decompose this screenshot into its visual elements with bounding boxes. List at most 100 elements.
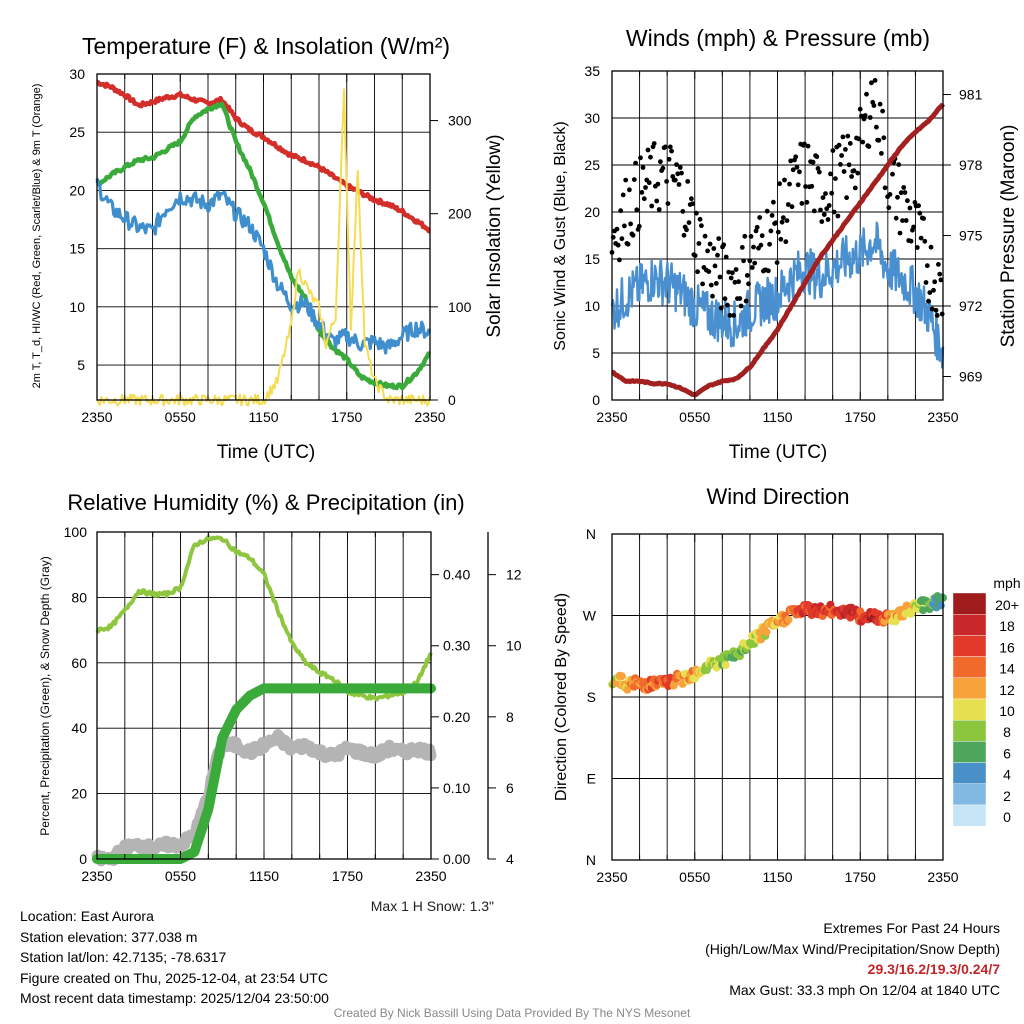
gust-point [649,203,655,209]
wind-direction-panel: Wind Direction 2350 0550 1150 1750 2350NESWN… [553,484,1021,885]
gust-point [716,236,722,242]
direction-label: N [586,852,596,868]
direction-label: S [587,689,596,705]
y2-tick-label: 972 [959,298,983,314]
gust-point [847,141,853,146]
gust-point [871,103,877,108]
colorbar-label: 14 [999,661,1015,677]
gust-point [722,296,728,302]
gust-point [705,248,710,254]
gust-point [879,151,884,156]
gust-point [742,233,748,239]
winds-y2label: Station Pressure (Maroon) [998,125,1019,348]
y-tick-label: 0 [592,392,600,408]
x-tick-label: 2350 [81,868,112,884]
gust-point [809,183,815,189]
series-line-pressure [610,102,946,398]
gust-point [918,235,924,241]
gust-point [753,228,759,234]
gust-point [783,239,789,245]
gust-point [656,207,662,212]
gust-point [815,166,821,171]
gust-point [769,213,775,218]
gust-point [754,224,760,230]
direction-dots [608,592,947,695]
x-tick-label: 0550 [679,869,710,885]
y-tick-label: 20 [69,182,85,198]
gust-point [654,198,660,204]
gust-point [646,180,652,186]
gust-point [784,218,790,224]
y-tick-label: 60 [71,655,87,671]
gust-point [932,279,938,285]
gust-point [836,142,842,148]
gust-point [631,177,637,183]
precip-tick-label: 0.10 [443,780,470,796]
y-tick-label: 25 [584,157,600,173]
direction-label: W [583,608,597,624]
gust-point [710,293,715,299]
colorbar-label: 4 [1003,767,1011,783]
y2-tick-label: 969 [959,369,983,385]
gust-point [927,290,933,295]
gust-point [695,269,700,275]
speed-colorbar: 20+ 18 16 14 12 10 8 6 4 2 0 [952,592,1019,827]
gust-point [794,164,800,170]
gust-point [921,216,926,221]
rh-title: Relative Humidity (%) & Precipitation (i… [67,490,464,515]
colorbar-swatch [952,614,987,636]
x-tick-label: 1750 [845,869,876,885]
gust-point [876,137,882,143]
y2-tick-label: 975 [959,228,983,244]
colorbar-title: mph [993,575,1020,591]
gust-point [633,160,638,166]
gust-point [773,220,779,226]
gust-point [872,78,878,83]
gust-point [680,209,686,214]
gust-point [828,171,833,177]
y-tick-label: 40 [71,720,87,736]
x-tick-label: 2350 [596,869,627,885]
gust-point [700,281,705,287]
gust-point [614,226,620,232]
gust-point [664,179,669,184]
gust-point [936,262,941,267]
gust-point [667,144,673,150]
y2-tick-label: 0 [448,392,456,408]
gust-point [775,229,781,235]
gust-point [620,192,626,198]
gust-point [882,185,888,191]
gust-point [634,207,640,213]
x-tick-label: 1750 [332,868,363,884]
gust-point [625,241,631,247]
gust-point [696,241,702,246]
location-text: Location: East Aurora [20,908,154,924]
gust-point [874,124,879,130]
gust-point [666,156,672,162]
winds-ticks: 2350 0550 1150 1750 235005101520253035969972… [584,63,982,425]
gust-point [777,181,782,187]
temp-ylabel: 2m T, T_d, HI/WC (Red, Green, Scarlet/Bl… [31,84,43,389]
direction-point [919,606,928,615]
y-tick-label: 30 [69,66,85,82]
gust-point [751,244,756,250]
gust-point [759,233,765,239]
gust-point [731,313,736,318]
gust-point [699,223,704,229]
gust-point [826,203,832,208]
y-tick-label: 20 [71,786,87,802]
gust-point [648,154,653,160]
gust-point [655,181,661,187]
gust-point [638,155,643,161]
winds-grid [611,70,944,401]
gust-point [880,108,885,114]
colorbar-label: 12 [999,682,1015,698]
gust-point [677,165,683,170]
gust-point [686,220,692,226]
gust-point [681,232,687,238]
gust-point [797,169,802,175]
series-line-rh [95,534,433,702]
gust-point [752,260,758,266]
colorbar-swatch [952,783,987,806]
gust-point [727,313,733,318]
